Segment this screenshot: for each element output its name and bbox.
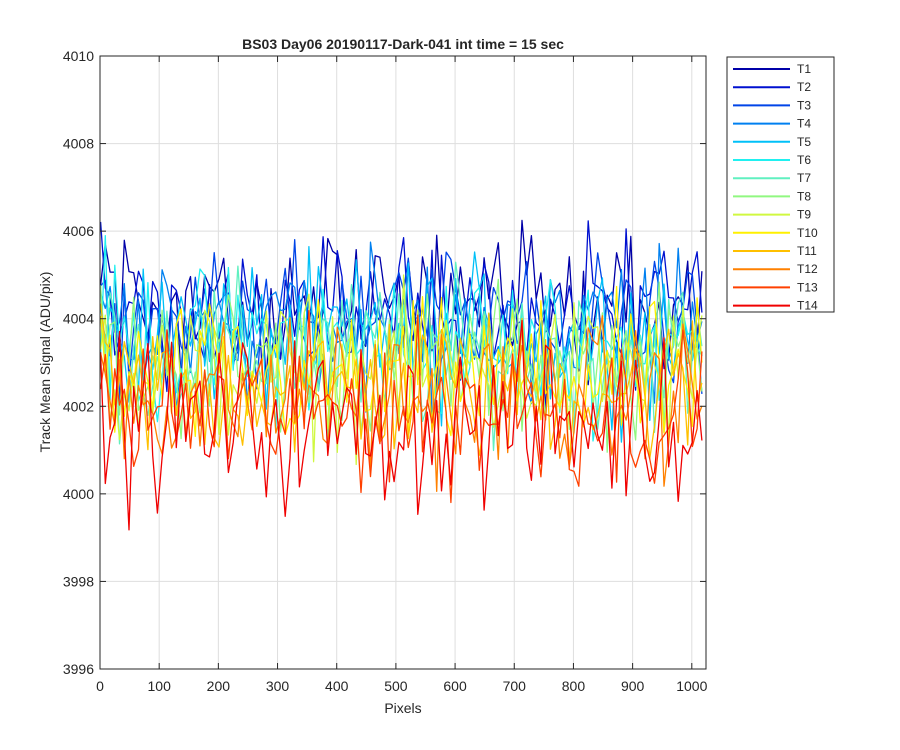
y-tick-label: 3998 bbox=[63, 573, 94, 589]
y-tick-label: 4006 bbox=[63, 223, 94, 239]
legend-label-t7: T7 bbox=[797, 171, 811, 185]
legend-label-t11: T11 bbox=[797, 244, 817, 258]
legend-label-t3: T3 bbox=[797, 98, 811, 112]
x-tick-label: 200 bbox=[207, 678, 231, 694]
x-tick-label: 300 bbox=[266, 678, 290, 694]
x-tick-label: 900 bbox=[621, 678, 645, 694]
x-tick-label: 100 bbox=[148, 678, 172, 694]
legend-label-t10: T10 bbox=[797, 226, 818, 240]
y-tick-label: 3996 bbox=[63, 661, 94, 677]
x-tick-label: 1000 bbox=[676, 678, 707, 694]
x-tick-label: 400 bbox=[325, 678, 349, 694]
series-t13-line bbox=[99, 310, 703, 504]
legend-label-t9: T9 bbox=[797, 208, 811, 222]
y-tick-label: 4002 bbox=[63, 398, 94, 414]
legend-box bbox=[726, 56, 835, 313]
legend: T1 T2 T3 T4 T5 T6 T7 T8 T9 T10 T11 T12 T13 T14 bbox=[726, 56, 835, 313]
x-tick-label: 500 bbox=[384, 678, 408, 694]
chart-title: BS03 Day06 20190117-Dark-041 int time = … bbox=[242, 36, 564, 52]
series-lines bbox=[99, 219, 703, 531]
x-tick-label: 0 bbox=[96, 678, 104, 694]
x-tick-label: 600 bbox=[443, 678, 467, 694]
x-axis-label: Pixels bbox=[384, 700, 421, 716]
y-tick-label: 4004 bbox=[63, 311, 94, 327]
legend-label-t4: T4 bbox=[797, 117, 811, 131]
plot-border bbox=[99, 55, 707, 670]
legend-label-t8: T8 bbox=[797, 189, 811, 203]
legend-label-t1: T1 bbox=[797, 62, 811, 76]
series-t12-line bbox=[99, 315, 703, 492]
legend-label-t5: T5 bbox=[797, 135, 811, 149]
legend-label-t2: T2 bbox=[797, 80, 811, 94]
y-tick-label: 4000 bbox=[63, 486, 94, 502]
x-tick-label: 700 bbox=[503, 678, 527, 694]
legend-label-t12: T12 bbox=[797, 262, 818, 276]
y-tick-label: 4010 bbox=[63, 48, 94, 64]
y-tick-label: 4008 bbox=[63, 136, 94, 152]
legend-label-t14: T14 bbox=[797, 299, 818, 313]
axis-ticks: 0 100 200 300 400 500 600 700 800 900 1000 3996 3998… bbox=[63, 48, 708, 694]
series-t14-line bbox=[99, 319, 703, 531]
y-axis-label: Track Mean Signal (ADU/pix) bbox=[37, 272, 53, 453]
x-tick-label: 800 bbox=[562, 678, 586, 694]
series-t10-line bbox=[99, 285, 703, 438]
legend-label-t6: T6 bbox=[797, 153, 811, 167]
legend-label-t13: T13 bbox=[797, 280, 818, 294]
